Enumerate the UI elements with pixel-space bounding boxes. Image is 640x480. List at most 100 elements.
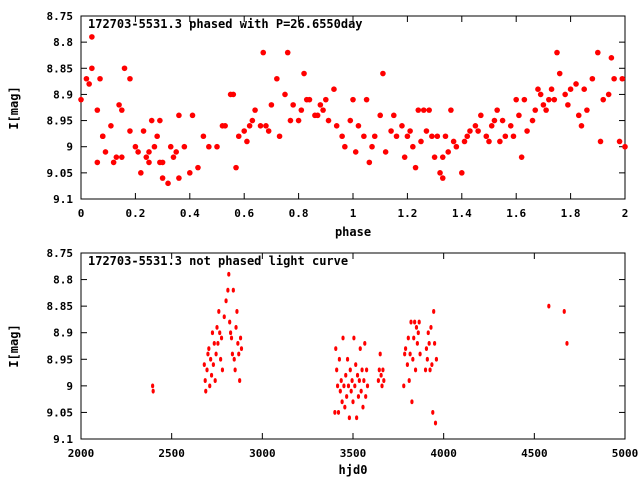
data-point bbox=[600, 96, 607, 103]
x-tick-label: 0.4 bbox=[180, 207, 200, 220]
data-point bbox=[219, 335, 224, 341]
data-point bbox=[464, 133, 471, 140]
data-point bbox=[89, 65, 95, 72]
y-tick-label: 8.85 bbox=[47, 300, 74, 313]
data-point bbox=[376, 378, 380, 383]
data-point bbox=[518, 154, 525, 160]
data-point bbox=[143, 154, 150, 160]
data-point bbox=[418, 351, 422, 357]
data-point bbox=[211, 362, 215, 367]
data-point bbox=[388, 128, 394, 134]
data-point bbox=[393, 133, 400, 140]
data-point bbox=[333, 123, 340, 129]
data-point bbox=[229, 335, 234, 341]
data-point bbox=[263, 123, 269, 129]
data-point bbox=[425, 356, 429, 362]
y-tick-label: 8.95 bbox=[47, 353, 74, 366]
data-point bbox=[379, 372, 383, 378]
data-point bbox=[619, 75, 626, 82]
data-point bbox=[340, 399, 344, 405]
data-point bbox=[165, 180, 171, 187]
y-tick-label: 9 bbox=[66, 380, 73, 393]
y-axis-label: I[mag] bbox=[7, 86, 21, 129]
chart-panel-2: 2000 2500 3000 3500 4000 4500 5000 8.75 8.8 8.85 8… bbox=[7, 247, 638, 477]
data-point bbox=[391, 112, 397, 119]
data-point bbox=[409, 319, 413, 325]
data-point bbox=[228, 319, 232, 325]
data-point bbox=[362, 378, 366, 383]
data-point bbox=[513, 96, 519, 103]
data-point bbox=[159, 159, 166, 166]
data-point bbox=[234, 325, 238, 330]
data-point bbox=[546, 96, 552, 103]
y-tick-label: 8.85 bbox=[47, 62, 74, 75]
data-point bbox=[431, 154, 438, 160]
data-point bbox=[371, 133, 378, 140]
data-point bbox=[357, 378, 361, 383]
data-point bbox=[413, 367, 418, 373]
data-point bbox=[575, 112, 582, 119]
data-point bbox=[554, 49, 560, 56]
data-point bbox=[235, 133, 242, 140]
data-point bbox=[216, 340, 220, 346]
data-point bbox=[548, 86, 555, 92]
data-point bbox=[298, 107, 305, 113]
x-tick-label: 1.8 bbox=[561, 207, 581, 220]
data-point bbox=[437, 170, 443, 176]
chart-title: 172703-5531.3 not phased light curve bbox=[88, 254, 348, 268]
data-point bbox=[562, 91, 568, 98]
data-point bbox=[102, 149, 109, 155]
data-point bbox=[203, 378, 207, 383]
data-point bbox=[339, 378, 343, 383]
data-point bbox=[214, 143, 220, 150]
data-point bbox=[365, 383, 370, 389]
data-point bbox=[350, 96, 356, 103]
data-point bbox=[232, 356, 236, 362]
y-tick-label: 9 bbox=[66, 141, 73, 154]
data-point bbox=[483, 133, 490, 140]
data-point bbox=[121, 65, 128, 72]
data-point bbox=[238, 335, 243, 341]
data-point bbox=[399, 123, 405, 129]
data-point bbox=[381, 367, 385, 373]
data-point bbox=[337, 356, 341, 362]
data-point bbox=[222, 123, 228, 129]
data-point bbox=[355, 123, 362, 129]
data-point bbox=[413, 319, 417, 325]
data-point bbox=[448, 107, 454, 113]
data-point bbox=[529, 117, 536, 124]
data-point bbox=[377, 112, 384, 119]
data-point bbox=[320, 107, 326, 113]
data-point bbox=[176, 112, 182, 119]
data-point bbox=[402, 383, 406, 389]
data-point bbox=[202, 362, 206, 367]
data-point bbox=[459, 170, 465, 176]
data-point bbox=[348, 367, 352, 373]
data-point bbox=[573, 81, 579, 87]
data-point bbox=[407, 128, 413, 134]
data-point bbox=[119, 107, 125, 113]
data-point bbox=[423, 367, 428, 373]
data-point bbox=[378, 351, 382, 357]
x-axis-label: phase bbox=[335, 225, 371, 239]
data-point bbox=[181, 143, 188, 150]
data-point bbox=[516, 112, 522, 119]
data-point bbox=[427, 340, 431, 346]
data-point bbox=[314, 112, 321, 119]
data-point bbox=[238, 378, 242, 383]
x-tick-label: 0.8 bbox=[289, 207, 309, 220]
data-point bbox=[140, 128, 147, 134]
data-point bbox=[439, 154, 446, 160]
data-point bbox=[355, 372, 360, 378]
y-tick-label: 8.9 bbox=[53, 88, 73, 101]
data-point bbox=[94, 159, 101, 166]
data-point bbox=[282, 91, 288, 98]
x-tick-label: 2500 bbox=[158, 447, 185, 460]
data-point bbox=[347, 415, 351, 421]
data-point bbox=[218, 330, 222, 336]
data-point bbox=[532, 107, 539, 113]
data-point bbox=[146, 149, 152, 155]
data-point bbox=[578, 123, 585, 129]
data-point bbox=[415, 340, 419, 346]
data-point bbox=[83, 75, 90, 82]
